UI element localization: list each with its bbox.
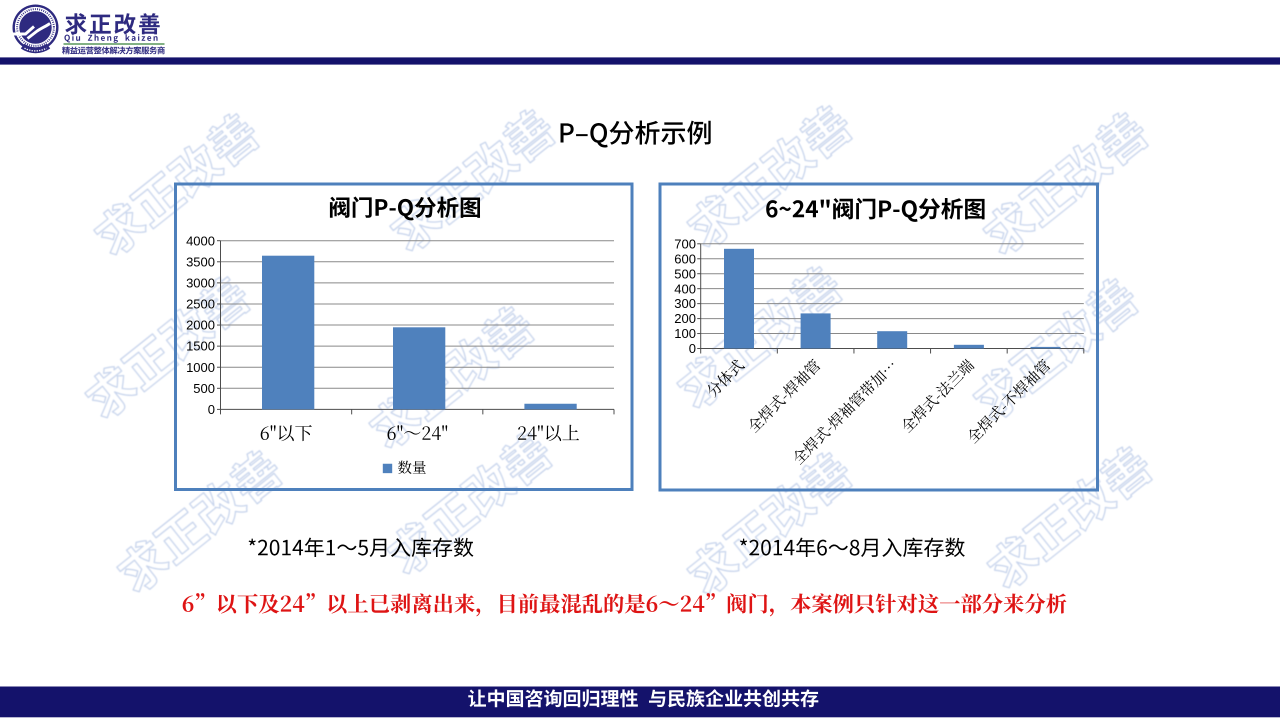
- svg-text:600: 600: [674, 251, 696, 266]
- svg-text:500: 500: [193, 381, 215, 396]
- svg-text:2500: 2500: [186, 297, 215, 312]
- svg-text:100: 100: [674, 326, 696, 341]
- svg-text:400: 400: [674, 281, 696, 296]
- svg-text:0: 0: [208, 402, 215, 417]
- svg-text:4000: 4000: [186, 233, 215, 248]
- svg-text:2000: 2000: [186, 318, 215, 333]
- svg-text:1000: 1000: [186, 360, 215, 375]
- svg-text:300: 300: [674, 296, 696, 311]
- svg-text:200: 200: [674, 311, 696, 326]
- svg-text:700: 700: [674, 236, 696, 251]
- svg-text:500: 500: [674, 266, 696, 281]
- svg-text:3000: 3000: [186, 275, 215, 290]
- svg-text:1500: 1500: [186, 339, 215, 354]
- svg-text:0: 0: [689, 341, 696, 356]
- svg-text:3500: 3500: [186, 254, 215, 269]
